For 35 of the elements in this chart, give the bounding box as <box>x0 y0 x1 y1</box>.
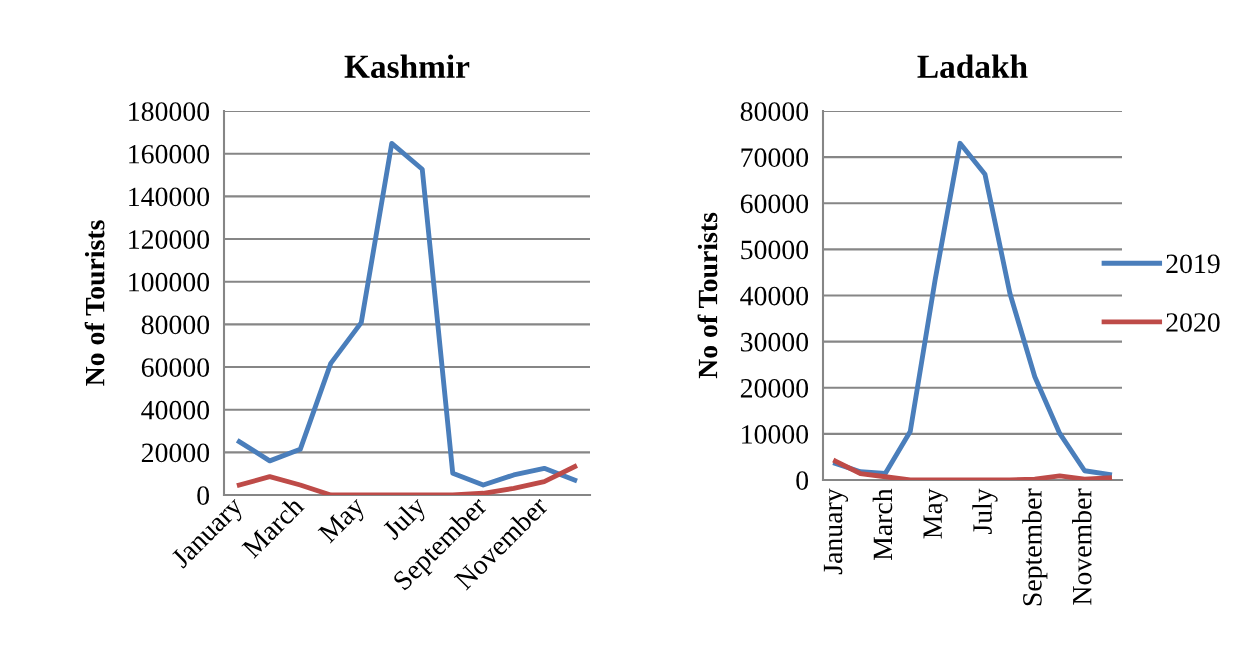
y-tick-label: 80000 <box>141 315 210 335</box>
y-tick-label: 140000 <box>129 187 210 207</box>
line-series <box>236 464 578 495</box>
y-tick-label: 70000 <box>741 148 809 168</box>
x-tick-label: July <box>972 488 998 535</box>
x-tick-label: September <box>1022 488 1048 606</box>
y-tick-label: 80000 <box>740 102 809 121</box>
x-tick-label: May <box>317 495 371 548</box>
y-tick-label: 60000 <box>740 194 809 214</box>
y-axis-title: No of Tourists <box>84 220 105 386</box>
line-series <box>833 140 1112 477</box>
x-tick-label: March <box>872 488 893 561</box>
y-tick-label: 40000 <box>740 286 809 306</box>
chart-title: Ladakh <box>917 54 1028 78</box>
y-tick-label: 160000 <box>129 144 210 164</box>
y-tick-label: 60000 <box>141 358 210 377</box>
y-tick-label: 40000 <box>141 400 210 420</box>
line-series <box>236 141 578 488</box>
line-series <box>833 458 1112 480</box>
y-tick-label: 180000 <box>129 102 210 121</box>
y-axis-title: No of Tourists <box>697 212 718 379</box>
y-tick-label: 0 <box>796 471 809 490</box>
y-tick-label: 20000 <box>740 378 809 398</box>
y-tick-label: 100000 <box>129 272 210 292</box>
x-tick-label: May <box>923 488 948 539</box>
legend-label: 2020 <box>1166 313 1220 332</box>
y-tick-label: 20000 <box>141 443 210 463</box>
y-tick-label: 10000 <box>742 425 809 444</box>
y-tick-label: 120000 <box>129 230 210 249</box>
chart-title: Kashmir <box>344 54 470 78</box>
legend-label: 2019 <box>1166 254 1220 274</box>
y-tick-label: 50000 <box>741 240 809 260</box>
y-tick-label: 30000 <box>740 332 809 352</box>
x-tick-label: January <box>823 488 849 575</box>
x-tick-label: November <box>1072 488 1092 605</box>
